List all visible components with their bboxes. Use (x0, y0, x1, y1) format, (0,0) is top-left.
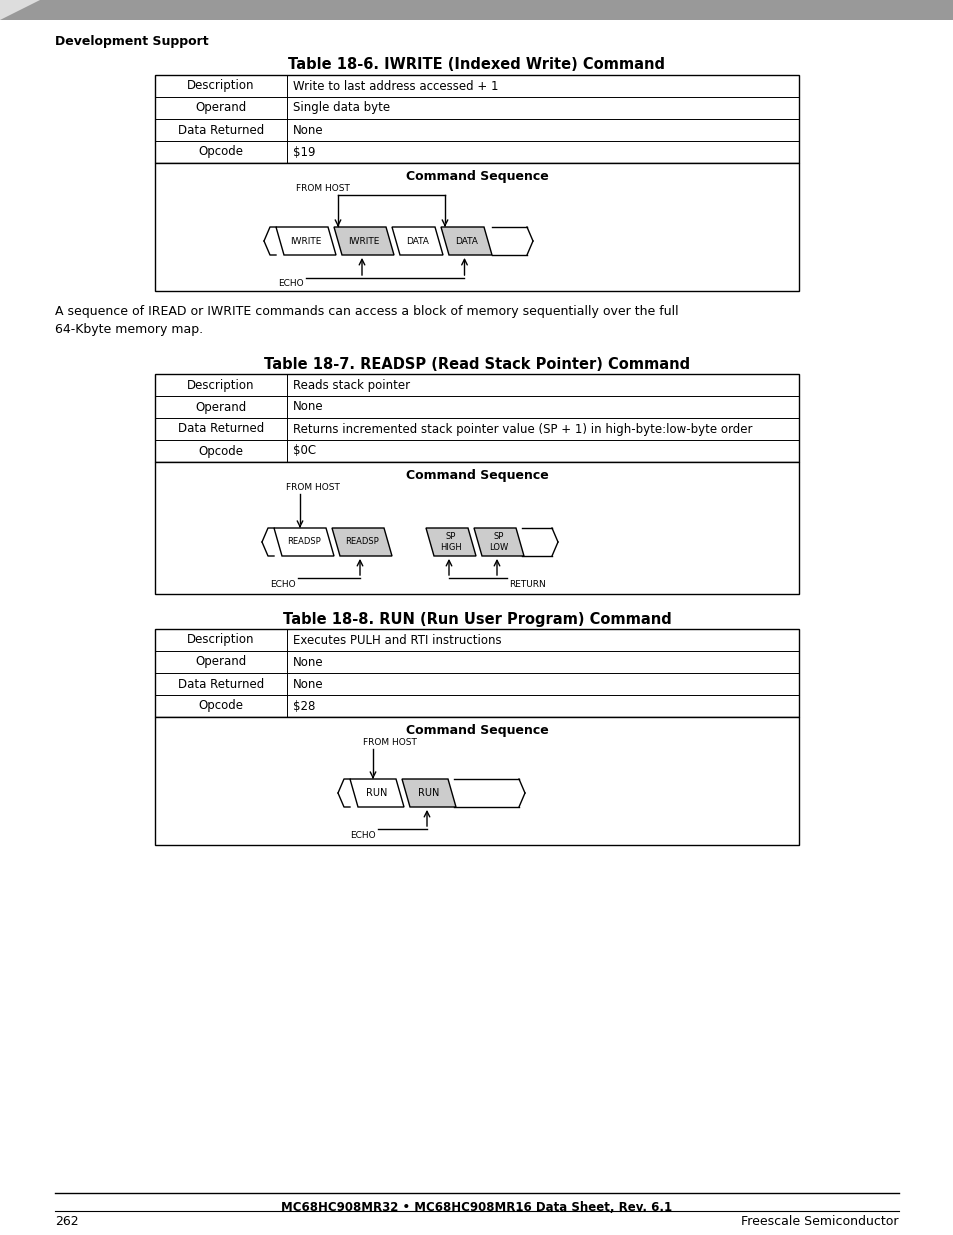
Polygon shape (426, 529, 476, 556)
Polygon shape (334, 227, 394, 254)
Text: RETURN: RETURN (509, 580, 545, 589)
Text: Opcode: Opcode (198, 146, 243, 158)
Text: Command Sequence: Command Sequence (405, 469, 548, 482)
Text: Data Returned: Data Returned (177, 678, 264, 690)
Text: Description: Description (187, 634, 254, 646)
Text: SP
HIGH: SP HIGH (439, 532, 461, 552)
Text: Data Returned: Data Returned (177, 422, 264, 436)
Text: Development Support: Development Support (55, 35, 209, 48)
Bar (154, 374, 799, 462)
Text: Table 18-8. RUN (Run User Program) Command: Table 18-8. RUN (Run User Program) Comma… (282, 613, 671, 627)
Text: Data Returned: Data Returned (177, 124, 264, 137)
Bar (0, 0, 953, 20)
Polygon shape (274, 529, 334, 556)
Text: Operand: Operand (195, 400, 247, 414)
Text: None: None (293, 124, 323, 137)
Text: None: None (293, 400, 323, 414)
Text: Opcode: Opcode (198, 445, 243, 457)
Bar (154, 629, 799, 718)
Polygon shape (401, 779, 456, 806)
Text: Table 18-6. IWRITE (Indexed Write) Command: Table 18-6. IWRITE (Indexed Write) Comma… (288, 57, 665, 72)
Text: 262: 262 (55, 1215, 78, 1228)
Text: $19: $19 (293, 146, 315, 158)
Text: FROM HOST: FROM HOST (363, 739, 416, 747)
Polygon shape (474, 529, 523, 556)
Text: None: None (293, 656, 323, 668)
Text: DATA: DATA (455, 236, 477, 246)
Bar (154, 75, 799, 163)
Bar (154, 718, 799, 845)
Text: ECHO: ECHO (270, 580, 295, 589)
Text: FROM HOST: FROM HOST (286, 483, 339, 492)
Text: Write to last address accessed + 1: Write to last address accessed + 1 (293, 79, 498, 93)
Text: IWRITE: IWRITE (290, 236, 321, 246)
Text: 64-Kbyte memory map.: 64-Kbyte memory map. (55, 324, 203, 336)
Text: Freescale Semiconductor: Freescale Semiconductor (740, 1215, 898, 1228)
Text: Reads stack pointer: Reads stack pointer (293, 378, 410, 391)
Polygon shape (392, 227, 442, 254)
Text: Single data byte: Single data byte (293, 101, 390, 115)
Text: READSP: READSP (287, 537, 320, 547)
Text: A sequence of IREAD or IWRITE commands can access a block of memory sequentially: A sequence of IREAD or IWRITE commands c… (55, 305, 678, 317)
Text: Operand: Operand (195, 101, 247, 115)
Text: Description: Description (187, 378, 254, 391)
Text: READSP: READSP (345, 537, 378, 547)
Text: Executes PULH and RTI instructions: Executes PULH and RTI instructions (293, 634, 501, 646)
Polygon shape (275, 227, 335, 254)
Polygon shape (350, 779, 403, 806)
Text: RUN: RUN (417, 788, 439, 798)
Text: Table 18-7. READSP (Read Stack Pointer) Command: Table 18-7. READSP (Read Stack Pointer) … (264, 357, 689, 372)
Text: DATA: DATA (406, 236, 429, 246)
Text: Opcode: Opcode (198, 699, 243, 713)
Polygon shape (332, 529, 392, 556)
Bar (154, 163, 799, 291)
Text: Command Sequence: Command Sequence (405, 724, 548, 737)
Bar (154, 462, 799, 594)
Polygon shape (0, 0, 40, 20)
Text: Returns incremented stack pointer value (SP + 1) in high-byte:low-byte order: Returns incremented stack pointer value … (293, 422, 752, 436)
Text: ECHO: ECHO (277, 279, 303, 288)
Text: $0C: $0C (293, 445, 315, 457)
Text: RUN: RUN (366, 788, 387, 798)
Text: FROM HOST: FROM HOST (295, 184, 350, 193)
Text: Command Sequence: Command Sequence (405, 170, 548, 183)
Polygon shape (440, 227, 492, 254)
Text: ECHO: ECHO (350, 831, 375, 840)
Text: Description: Description (187, 79, 254, 93)
Text: MC68HC908MR32 • MC68HC908MR16 Data Sheet, Rev. 6.1: MC68HC908MR32 • MC68HC908MR16 Data Sheet… (281, 1200, 672, 1214)
Text: SP
LOW: SP LOW (489, 532, 508, 552)
Text: Operand: Operand (195, 656, 247, 668)
Text: $28: $28 (293, 699, 315, 713)
Text: None: None (293, 678, 323, 690)
Text: IWRITE: IWRITE (348, 236, 379, 246)
